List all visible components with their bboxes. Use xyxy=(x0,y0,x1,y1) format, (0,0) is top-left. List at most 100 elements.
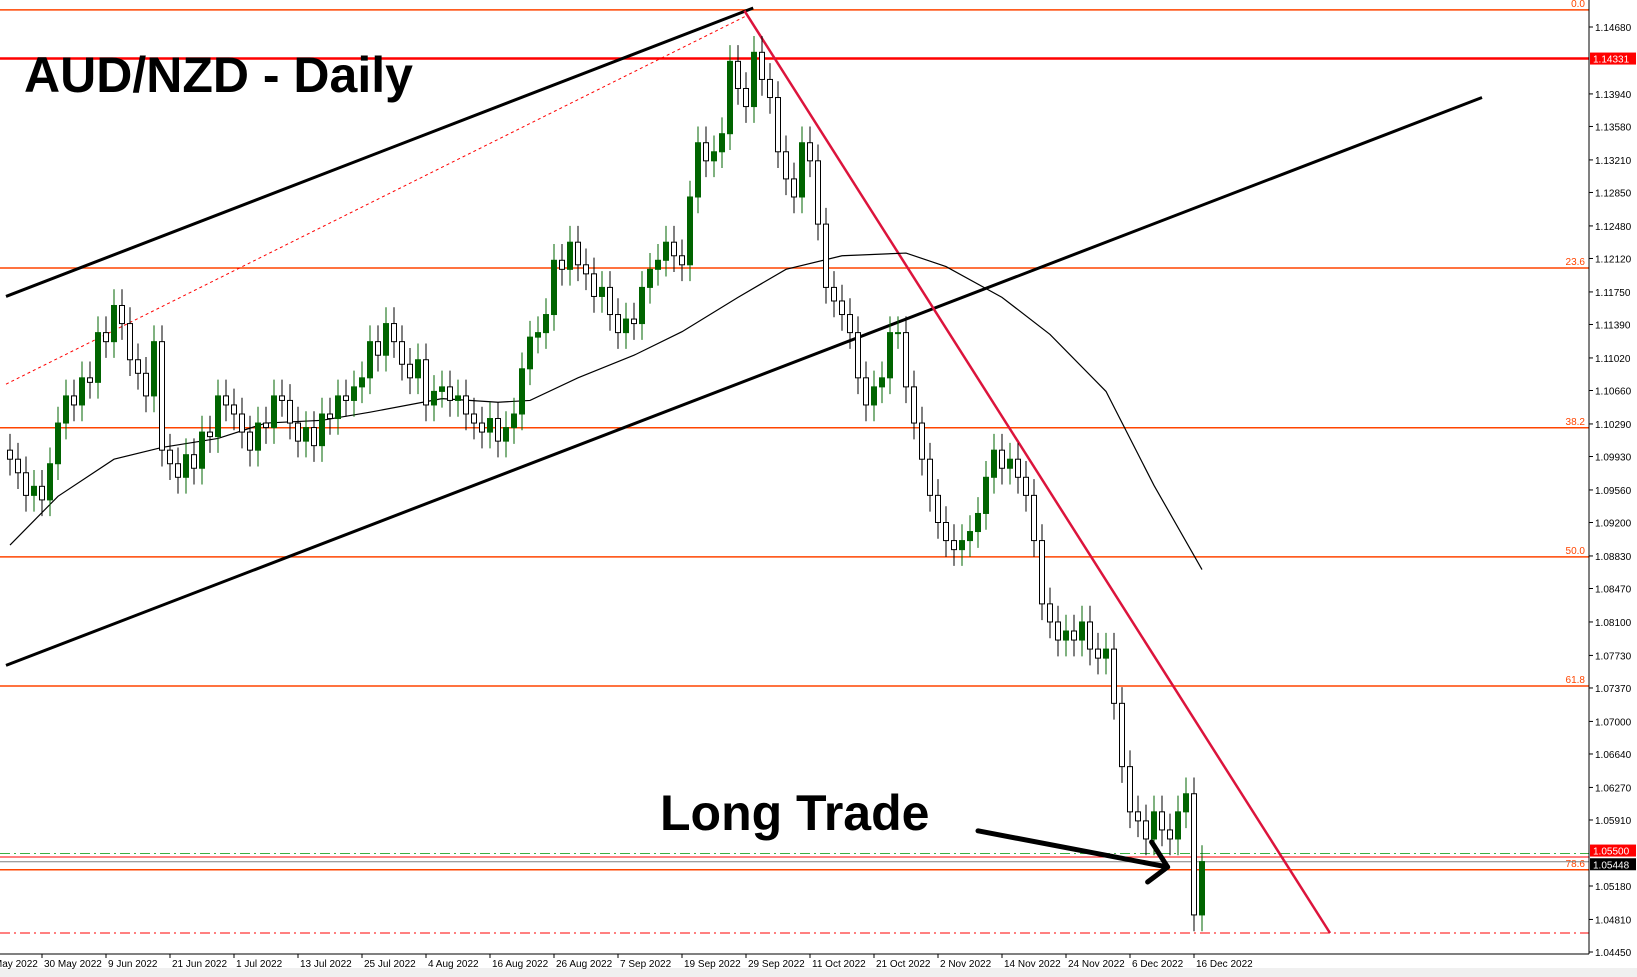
candle xyxy=(807,126,813,178)
candle xyxy=(1071,614,1077,657)
candle xyxy=(175,447,181,494)
bear-candle-body xyxy=(71,395,77,406)
y-tick-label: 1.11020 xyxy=(1595,354,1631,365)
bear-candle-body xyxy=(463,395,469,415)
candle xyxy=(1111,632,1117,720)
candle xyxy=(1007,442,1013,485)
candle xyxy=(687,180,693,282)
bull-candle-body xyxy=(639,286,645,325)
bear-candle-body xyxy=(1111,648,1117,704)
bear-candle-body xyxy=(7,449,13,460)
bear-candle-body xyxy=(391,323,397,343)
bull-candle-body xyxy=(455,395,461,401)
bull-candle-body xyxy=(199,431,205,469)
candle xyxy=(479,406,485,449)
candle xyxy=(127,307,133,377)
candle xyxy=(551,244,557,331)
bull-candle-body xyxy=(983,476,989,514)
candle xyxy=(751,36,757,123)
x-tick-label: 25 Jul 2022 xyxy=(364,959,416,970)
y-tick-label: 1.12480 xyxy=(1595,222,1632,233)
candle xyxy=(79,361,85,422)
candle xyxy=(327,397,333,435)
bear-candle-body xyxy=(743,87,749,108)
bear-candle-body xyxy=(279,395,285,401)
bear-candle-body xyxy=(295,422,301,442)
y-tick-label: 1.13940 xyxy=(1595,90,1632,101)
bull-candle-body xyxy=(527,336,533,370)
x-tick-label: 21 Oct 2022 xyxy=(876,959,931,970)
bear-candle-body xyxy=(831,286,837,302)
bull-candle-body xyxy=(1103,648,1109,659)
x-tick-label: 4 Aug 2022 xyxy=(428,959,479,970)
candle xyxy=(15,442,21,490)
candle xyxy=(639,271,645,340)
candle xyxy=(239,397,245,449)
candle xyxy=(831,271,837,318)
candle xyxy=(983,461,989,530)
bear-candle-body xyxy=(1071,630,1077,641)
bear-candle-body xyxy=(1055,621,1061,641)
candle xyxy=(1127,750,1133,829)
bear-candle-body xyxy=(327,413,333,420)
bull-candle-body xyxy=(79,377,85,406)
candle xyxy=(511,397,517,444)
bull-candle-body xyxy=(799,142,805,198)
x-tick-label: 14 Nov 2022 xyxy=(1004,959,1061,970)
candle xyxy=(1031,479,1037,557)
y-tick-label: 1.09930 xyxy=(1595,452,1632,463)
bull-candle-body xyxy=(63,395,69,424)
candle xyxy=(319,397,325,462)
candle xyxy=(423,343,429,422)
candle xyxy=(1167,813,1173,856)
bull-candle-body xyxy=(1175,811,1181,840)
candle xyxy=(135,343,141,390)
fib-level-label: 78.6 xyxy=(1566,859,1586,870)
bear-candle-body xyxy=(175,463,181,478)
y-tick-label: 1.09560 xyxy=(1595,486,1632,497)
bear-candle-body xyxy=(471,413,477,424)
candle xyxy=(151,325,157,413)
bear-candle-body xyxy=(919,422,925,460)
bear-candle-body xyxy=(855,332,861,379)
bear-candle-body xyxy=(735,60,741,89)
candle xyxy=(919,406,925,476)
candle xyxy=(207,415,213,453)
resistance-price-tag xyxy=(1590,52,1636,65)
y-tick-label: 1.10660 xyxy=(1595,386,1632,397)
candle xyxy=(519,352,525,431)
candle xyxy=(583,248,589,291)
candle xyxy=(215,379,221,453)
bear-candle-body xyxy=(87,377,93,383)
bid-price-tag xyxy=(1590,858,1636,871)
candle xyxy=(103,316,109,358)
long-trade-annotation: Long Trade xyxy=(660,785,930,841)
bear-candle-body xyxy=(1031,494,1037,542)
candle xyxy=(535,316,541,354)
candle xyxy=(815,144,821,241)
bear-candle-body xyxy=(399,341,405,365)
candle xyxy=(911,370,917,440)
bull-candle-body xyxy=(1063,630,1069,641)
x-tick-label: 2 Nov 2022 xyxy=(940,959,992,970)
y-tick-label: 1.11750 xyxy=(1595,288,1631,299)
y-tick-label: 1.06640 xyxy=(1595,750,1632,761)
channel-upper-trendline xyxy=(5,6,754,298)
bear-candle-body xyxy=(39,485,45,501)
bull-candle-body xyxy=(31,485,37,496)
bid-price-label: 1.05448 xyxy=(1593,860,1630,871)
bull-candle-body xyxy=(599,286,605,297)
candle xyxy=(487,402,493,449)
candle xyxy=(335,379,341,435)
candle xyxy=(183,438,189,494)
chart-title: AUD/NZD - Daily xyxy=(24,47,413,103)
bull-candle-body xyxy=(551,259,557,316)
bull-candle-body xyxy=(519,368,525,415)
bull-candle-body xyxy=(687,196,693,266)
candle xyxy=(303,411,309,458)
plot-area: 0.0 23.6 38.2 50.0 61.8 78.6 xyxy=(0,0,1589,934)
bull-candle-body xyxy=(711,151,717,162)
bull-candle-body xyxy=(151,341,157,397)
x-tick-label: 9 Jun 2022 xyxy=(108,959,158,970)
